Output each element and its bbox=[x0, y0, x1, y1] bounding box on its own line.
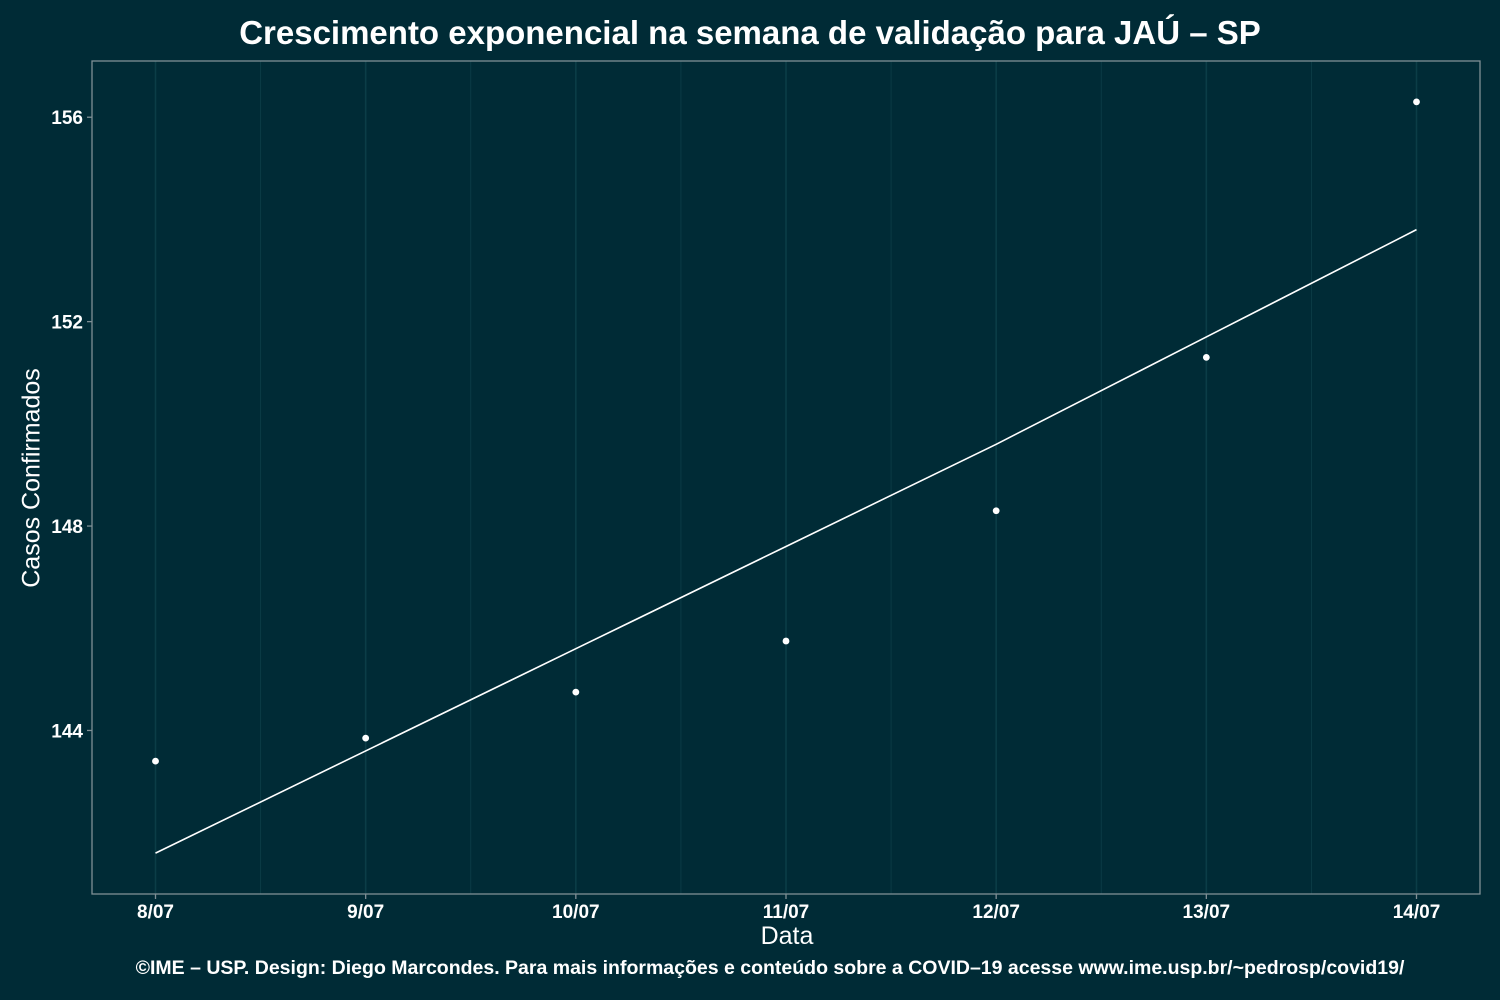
chart-title: Crescimento exponencial na semana de val… bbox=[239, 14, 1261, 51]
x-tick-label: 10/07 bbox=[552, 902, 600, 923]
data-point bbox=[1202, 354, 1210, 361]
y-axis-label: Casos Confirmados bbox=[17, 368, 46, 588]
fit-line bbox=[155, 228, 1417, 854]
grid-lines bbox=[154, 61, 1418, 894]
x-tick-label: 14/07 bbox=[1393, 902, 1441, 923]
x-axis-ticks: 8/07 9/07 10/07 11/07 12/07 13/07 14/07 bbox=[137, 894, 1440, 923]
y-tick-label: 156 bbox=[51, 108, 83, 129]
data-point bbox=[572, 688, 580, 696]
data-point bbox=[362, 734, 370, 742]
data-point bbox=[992, 507, 1000, 515]
x-tick-label: 12/07 bbox=[972, 902, 1020, 923]
data-point bbox=[1413, 98, 1420, 106]
data-point bbox=[782, 637, 790, 645]
y-tick-label: 148 bbox=[51, 517, 83, 538]
data-points bbox=[152, 98, 1420, 765]
credits-footer: ©IME – USP. Design: Diego Marcondes. Par… bbox=[135, 957, 1405, 979]
fit-line-group bbox=[155, 228, 1417, 854]
x-tick-label: 8/07 bbox=[137, 902, 174, 923]
x-axis-label: Data bbox=[760, 922, 814, 950]
y-axis-ticks: 144 148 152 156 bbox=[51, 108, 92, 742]
y-tick-label: 152 bbox=[51, 313, 83, 334]
x-tick-label: 13/07 bbox=[1183, 902, 1231, 923]
data-point bbox=[152, 757, 159, 765]
y-tick-label: 144 bbox=[51, 721, 83, 742]
x-tick-label: 11/07 bbox=[763, 902, 810, 923]
x-tick-label: 9/07 bbox=[347, 902, 384, 923]
